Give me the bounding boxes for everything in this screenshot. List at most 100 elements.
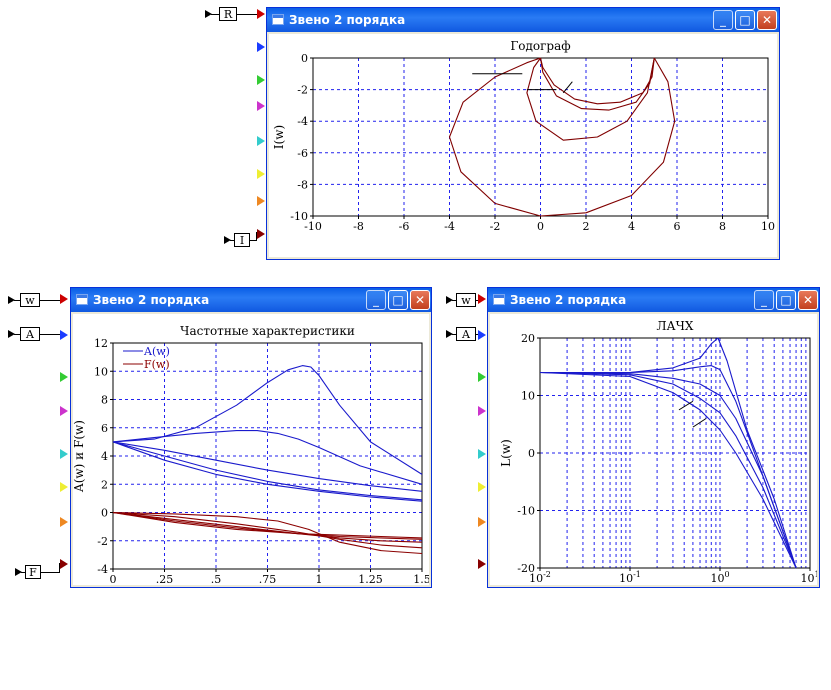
y-tick-label: -4 — [97, 563, 108, 576]
port-triangle[interactable] — [478, 449, 486, 459]
y-axis-label: L(w) — [499, 439, 513, 467]
y-tick-label: 0 — [101, 507, 108, 520]
port-triangle[interactable] — [60, 449, 68, 459]
y-tick-label: 10 — [521, 390, 535, 403]
x-tick-label: 8 — [719, 220, 726, 233]
port-triangle[interactable] — [478, 559, 486, 569]
maximize-button[interactable]: □ — [735, 10, 755, 30]
y-tick-label: 4 — [101, 450, 108, 463]
port-w[interactable]: w — [20, 293, 40, 307]
legend-label: A(w) — [143, 345, 170, 358]
maximize-button[interactable]: □ — [776, 290, 796, 310]
port-triangle[interactable] — [257, 229, 265, 239]
port-triangle[interactable] — [478, 517, 486, 527]
y-tick-label: -10 — [517, 505, 535, 518]
y-tick-label: 2 — [101, 478, 108, 491]
annotation-line — [562, 81, 573, 94]
series-line — [539, 57, 655, 111]
x-tick-label: 0 — [537, 220, 544, 233]
port-r[interactable]: R — [219, 7, 237, 21]
x-tick-label: 10 — [761, 220, 775, 233]
grid — [539, 338, 810, 568]
y-tick-label: 12 — [94, 337, 108, 350]
series-line — [112, 430, 423, 485]
title-bar[interactable]: Звено 2 порядка _ □ ✕ — [488, 288, 819, 312]
close-button[interactable]: ✕ — [798, 290, 818, 310]
minimize-button[interactable]: _ — [713, 10, 733, 30]
title-bar[interactable]: Звено 2 порядка _ □ ✕ — [267, 8, 779, 32]
input-arrow-icon — [15, 568, 22, 576]
port-triangle[interactable] — [478, 406, 486, 416]
port-triangle[interactable] — [60, 294, 68, 304]
port-triangle[interactable] — [60, 482, 68, 492]
hodograph-window[interactable]: Звено 2 порядка _ □ ✕ Годограф I(w) -10 -8 -… — [266, 7, 780, 260]
port-triangle[interactable] — [257, 42, 265, 52]
port-i[interactable]: I — [234, 233, 250, 247]
port-triangle[interactable] — [478, 330, 486, 340]
series-line — [112, 511, 423, 549]
port-triangle[interactable] — [257, 169, 265, 179]
lachx-window[interactable]: Звено 2 порядка _ □ ✕ ЛАЧХ L(w) 10-2 10-1 10… — [487, 287, 820, 588]
series-line — [112, 511, 423, 555]
minimize-button[interactable]: _ — [754, 290, 774, 310]
x-tick-label: -6 — [399, 220, 410, 233]
series-line — [112, 511, 423, 539]
frequency-chart: Частотные характеристики A(w) и F(w) 0 .25.… — [73, 324, 429, 585]
x-tick-label: 1.25 — [358, 573, 383, 585]
legend: A(w)F(w) — [123, 345, 170, 371]
port-triangle[interactable] — [257, 101, 265, 111]
port-triangle[interactable] — [60, 406, 68, 416]
port-triangle[interactable] — [478, 482, 486, 492]
port-triangle[interactable] — [257, 196, 265, 206]
y-tick-label: -20 — [517, 562, 535, 575]
plot-area: Частотные характеристики A(w) и F(w) 0 .25.… — [73, 314, 429, 585]
input-arrow-icon — [224, 236, 231, 244]
y-tick-label: 6 — [101, 422, 108, 435]
y-axis-label: I(w) — [272, 125, 286, 149]
close-button[interactable]: ✕ — [757, 10, 777, 30]
x-tick-label: -8 — [353, 220, 364, 233]
series-group — [112, 365, 423, 555]
port-f[interactable]: F — [25, 565, 41, 579]
maximize-button[interactable]: □ — [388, 290, 408, 310]
y-tick-label: -2 — [297, 84, 308, 97]
port-a[interactable]: A — [456, 327, 476, 341]
connector-line — [230, 240, 234, 241]
chart-title: Годограф — [510, 39, 570, 53]
port-triangle[interactable] — [60, 517, 68, 527]
chart-title: ЛАЧХ — [657, 319, 694, 333]
port-triangle[interactable] — [60, 372, 68, 382]
close-button[interactable]: ✕ — [410, 290, 430, 310]
port-w[interactable]: w — [456, 293, 476, 307]
grid — [313, 58, 768, 216]
connector-line — [14, 300, 20, 301]
connector-line — [40, 300, 60, 301]
port-triangle[interactable] — [257, 136, 265, 146]
port-triangle[interactable] — [60, 559, 68, 569]
port-triangle[interactable] — [60, 330, 68, 340]
input-arrow-icon — [446, 296, 453, 304]
minimize-button[interactable]: _ — [366, 290, 386, 310]
port-triangle[interactable] — [257, 75, 265, 85]
x-tick-label: 6 — [674, 220, 681, 233]
annotation-line — [678, 400, 694, 411]
connector-line — [14, 334, 20, 335]
window-title: Звено 2 порядка — [289, 13, 406, 27]
port-triangle[interactable] — [257, 9, 265, 19]
series-line — [540, 337, 797, 569]
connector-line — [452, 300, 456, 301]
port-triangle[interactable] — [478, 294, 486, 304]
window-title: Звено 2 порядка — [93, 293, 210, 307]
window-title: Звено 2 порядка — [510, 293, 627, 307]
frequency-window[interactable]: Звено 2 порядка _ □ ✕ Частотные характер… — [70, 287, 432, 588]
connector-line — [41, 572, 59, 573]
window-icon — [272, 14, 284, 25]
x-tick-label: -2 — [490, 220, 501, 233]
title-bar[interactable]: Звено 2 порядка _ □ ✕ — [71, 288, 431, 312]
x-tick-label: .75 — [259, 573, 277, 585]
y-tick-label: -10 — [290, 210, 308, 223]
port-triangle[interactable] — [478, 372, 486, 382]
port-a[interactable]: A — [20, 327, 40, 341]
